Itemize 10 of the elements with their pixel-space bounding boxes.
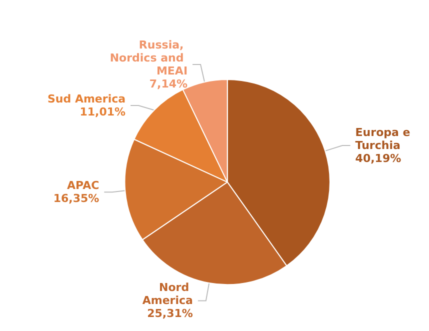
data-label: 16,35% [53, 192, 100, 206]
data-label: 7,14% [149, 77, 188, 90]
slice-label: APAC [67, 179, 100, 192]
slice-label: Europa e Turchia [355, 126, 414, 152]
data-label: 25,31% [147, 307, 193, 320]
slice-label: Nord America [142, 281, 193, 308]
data-label: 40,19% [355, 152, 402, 165]
slice-label: Sud America [48, 92, 126, 106]
data-label: 11,01% [80, 105, 126, 118]
slice-label: Russia, Nordics and MEAI [110, 38, 188, 78]
